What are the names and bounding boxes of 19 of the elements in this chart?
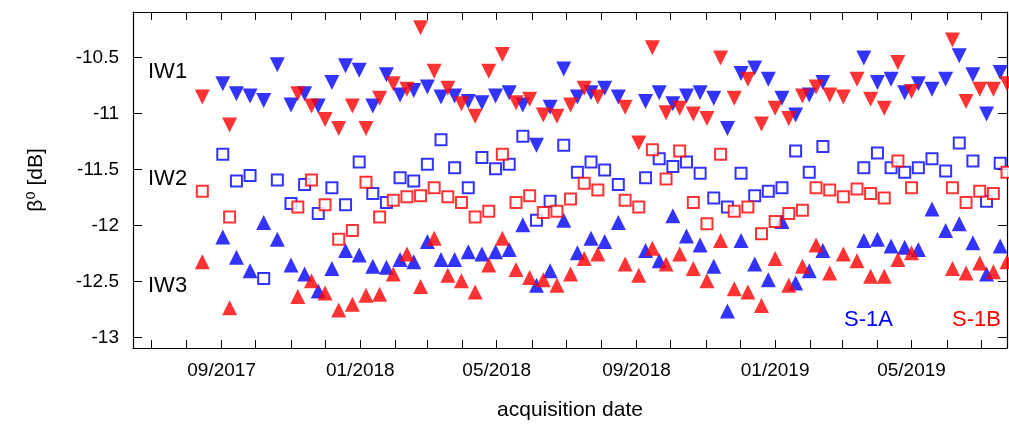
annotation: IW2 xyxy=(148,164,188,190)
y-tick-label: -11 xyxy=(92,102,119,124)
y-tick-label: -10.5 xyxy=(75,46,119,68)
x-tick-label: 05/2019 xyxy=(877,359,946,380)
x-tick-label: 09/2017 xyxy=(187,359,256,380)
text: S-1A xyxy=(844,305,894,331)
y-tick-label: -12.5 xyxy=(75,270,119,292)
y-axis-title: β⁰ [dB] xyxy=(23,148,46,212)
x-tick-label: 01/2019 xyxy=(740,359,810,380)
x-tick-label: 01/2018 xyxy=(325,359,395,380)
text: S-1B xyxy=(952,305,1001,331)
annotation: IW3 xyxy=(148,271,188,297)
x-tick-label: 09/2018 xyxy=(602,359,671,380)
x-tick-label: 05/2018 xyxy=(462,359,532,380)
y-tick-label: -13 xyxy=(91,326,119,348)
x-axis-title: acquisition date xyxy=(497,397,643,420)
y-tick-label: -12 xyxy=(91,214,119,236)
annotation: IW1 xyxy=(148,57,188,83)
y-tick-label: -11.5 xyxy=(77,158,119,180)
